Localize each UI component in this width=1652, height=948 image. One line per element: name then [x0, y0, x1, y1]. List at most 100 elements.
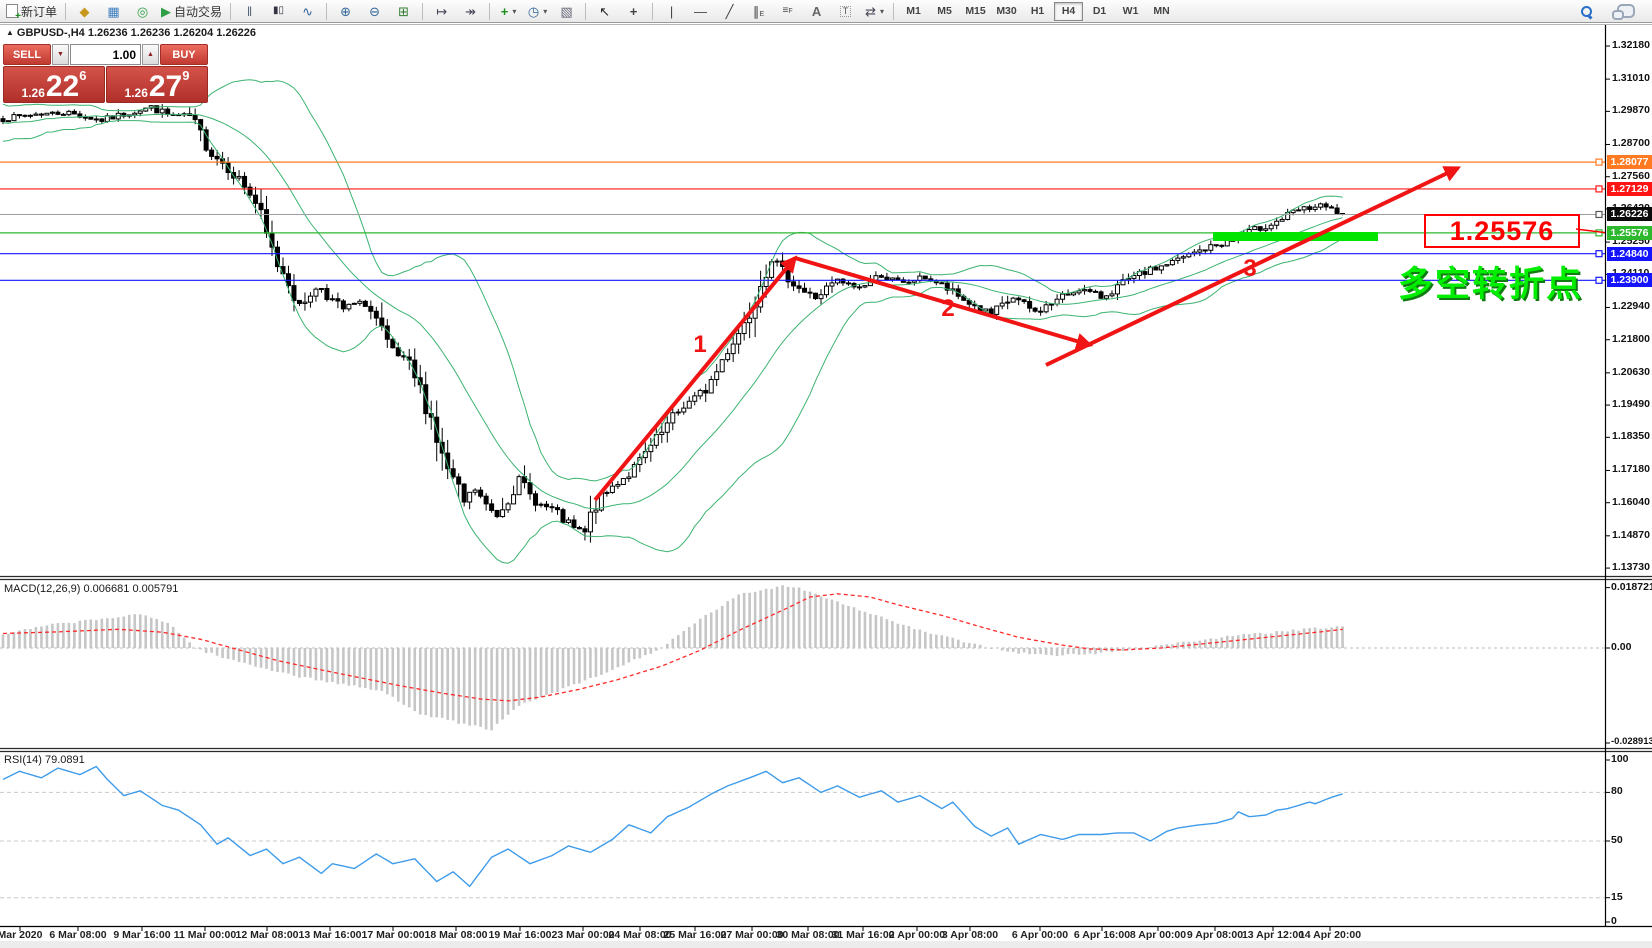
timeframe-w1-button[interactable]: W1	[1122, 5, 1139, 17]
timeframe-m30-button[interactable]: M30	[996, 5, 1017, 17]
time-label[interactable]: 2 Apr 00:00	[888, 929, 946, 941]
annotation-cn-text[interactable]: 多空转折点	[1398, 265, 1584, 304]
time-label[interactable]: 19 Mar 16:00	[488, 929, 552, 941]
candlestick-chart-icon[interactable]: ▮▯	[273, 5, 285, 16]
time-label[interactable]: 9 Apr 08:00	[1186, 929, 1244, 941]
time-label[interactable]: 31 Mar 16:00	[831, 929, 895, 941]
time-label[interactable]: 9 Mar 16:00	[113, 929, 171, 941]
price-tick-1.13730: 1.13730	[1612, 561, 1650, 574]
horizontal-line-objects[interactable]	[0, 161, 1605, 281]
trendline-3	[1045, 166, 1462, 367]
market-watch-icon[interactable]: ◆	[79, 3, 90, 19]
time-label[interactable]: 17 Mar 00:00	[361, 929, 425, 941]
chart-shift-icon[interactable]: ↦	[436, 3, 447, 19]
time-label[interactable]: 6 Apr 00:00	[1011, 929, 1069, 941]
timeframe-m5-button[interactable]: M5	[937, 5, 952, 17]
toolbar-separator	[585, 2, 587, 20]
label-icon[interactable]: T	[831, 1, 860, 22]
symbol-ohlc-text: GBPUSD-,H4 1.26236 1.26236 1.26204 1.262…	[16, 27, 257, 39]
timeframe-m15-button[interactable]: M15	[965, 5, 986, 17]
autotrading-button[interactable]: ▶ 自动交易	[161, 3, 223, 19]
trendline-icon[interactable]: ╱	[725, 3, 734, 19]
volume-input[interactable]	[70, 44, 141, 65]
timeframe-m1-button[interactable]: M1	[906, 5, 921, 17]
impulse-trendlines[interactable]: 1 2 3	[593, 166, 1462, 502]
new-order-button[interactable]: 新订单	[2, 1, 61, 22]
channel-icon[interactable]: ∥E	[752, 3, 765, 19]
price-tick-1.31010: 1.31010	[1612, 72, 1650, 85]
tile-windows-icon[interactable]: ⊞	[398, 3, 409, 19]
text-icon[interactable]: A	[811, 3, 822, 19]
buy-price-panel[interactable]: 1.26 27 9	[106, 66, 208, 103]
macd-panel[interactable]	[0, 585, 1605, 731]
fibonacci-icon[interactable]: ≡F	[782, 5, 793, 16]
toolbar-separator	[893, 2, 895, 20]
time-label[interactable]: 27 Mar 00:00	[720, 929, 784, 941]
horizontal-line-icon[interactable]: —	[694, 3, 708, 19]
sell-button[interactable]: SELL	[3, 44, 51, 65]
time-label[interactable]: 24 Mar 08:00	[608, 929, 672, 941]
vertical-line-icon[interactable]: |	[669, 3, 674, 19]
cursor-icon[interactable]: ↖	[599, 3, 610, 19]
collapse-triangle-icon[interactable]: ▲	[6, 28, 14, 37]
time-label[interactable]: 18 Mar 08:00	[424, 929, 488, 941]
time-label[interactable]: Mar 2020	[0, 929, 43, 941]
arrows-icon[interactable]: ⇄ ▾	[865, 3, 884, 19]
volume-down-button[interactable]: ▼	[52, 44, 69, 65]
price-callout[interactable]: 1.25576	[1424, 214, 1580, 248]
rsi-axis-80: 80	[1611, 785, 1623, 798]
wave-number-1: 1	[693, 331, 706, 358]
price-tick-1.32180: 1.32180	[1612, 39, 1650, 51]
price-tick-1.28700: 1.28700	[1612, 137, 1650, 150]
buy-price-pip: 9	[182, 68, 190, 83]
price-tick-1.22940: 1.22940	[1612, 300, 1650, 313]
price-tick-1.20630: 1.20630	[1612, 365, 1650, 378]
timeframe-h1-button[interactable]: H1	[1030, 5, 1045, 17]
one-click-trading-panel: SELL ▼ ▲ BUY 1.26 22 6 1.26 27 9	[3, 44, 208, 104]
time-label[interactable]: 6 Apr 16:00	[1073, 929, 1131, 941]
rsi-axis-50: 50	[1611, 834, 1623, 846]
time-label[interactable]: 23 Mar 00:00	[551, 929, 615, 941]
search-icon[interactable]	[1572, 1, 1601, 22]
timeframe-mn-button[interactable]: MN	[1153, 5, 1170, 17]
wave-number-2: 2	[941, 295, 954, 322]
timeframe-h4-button[interactable]: H4	[1054, 1, 1084, 21]
sell-price-panel[interactable]: 1.26 22 6	[3, 66, 105, 103]
time-label[interactable]: 14 Apr 20:00	[1298, 929, 1362, 941]
time-label[interactable]: 25 Mar 16:00	[663, 929, 727, 941]
time-label[interactable]: 12 Mar 08:00	[235, 929, 299, 941]
navigator-icon[interactable]: ◎	[136, 3, 149, 19]
time-label[interactable]: 11 Mar 00:00	[173, 929, 237, 941]
buy-button[interactable]: BUY	[160, 44, 208, 65]
time-label[interactable]: 13 Apr 12:00	[1241, 929, 1305, 941]
period-icon[interactable]: ◷ ▾	[527, 3, 548, 19]
rsi-panel[interactable]	[0, 765, 1605, 899]
volume-up-button[interactable]: ▲	[142, 44, 159, 65]
callout-connector	[1575, 228, 1605, 234]
macd-signal-line	[2, 593, 1343, 702]
terminal-icon[interactable]: ▦	[107, 3, 120, 19]
timeframe-d1-button[interactable]: D1	[1092, 5, 1107, 17]
chart-autoscroll-icon[interactable]: ↠	[465, 3, 476, 19]
price-label-1.28077: 1.28077	[1607, 155, 1652, 170]
bar-chart-icon[interactable]: ‖	[246, 3, 253, 19]
time-label[interactable]: 8 Apr 00:00	[1129, 929, 1187, 941]
zoom-out-icon[interactable]: ⊖	[369, 3, 380, 19]
time-label[interactable]: 6 Mar 08:00	[49, 929, 107, 941]
template-icon[interactable]: ▧	[560, 3, 573, 19]
line-chart-icon[interactable]: ∿	[302, 3, 313, 19]
crosshair-icon[interactable]: +	[629, 3, 638, 19]
toolbar-separator	[422, 2, 424, 20]
add-indicator-icon[interactable]: + ▾	[500, 3, 517, 19]
wave-number-3: 3	[1243, 255, 1256, 282]
toolbar: 新订单 ◆ ▦ ◎ ▶自动交易 ‖ ▮▯ ∿ ⊕ ⊖ ⊞ ↦ ↠ +▾ ◷▾ ▧ ↖ + | — ╱ ∥E ≡F AT ⇄▾ M1…	[0, 0, 1652, 23]
zoom-in-icon[interactable]: ⊕	[340, 3, 351, 19]
time-label[interactable]: 30 Mar 08:00	[776, 929, 840, 941]
chat-icon[interactable]	[1611, 1, 1640, 22]
time-label[interactable]: 13 Mar 16:00	[298, 929, 362, 941]
time-label[interactable]: 3 Apr 08:00	[941, 929, 999, 941]
main-chart[interactable]: 1 2 3	[0, 79, 1607, 564]
green-highlight-bar[interactable]	[1213, 232, 1378, 241]
